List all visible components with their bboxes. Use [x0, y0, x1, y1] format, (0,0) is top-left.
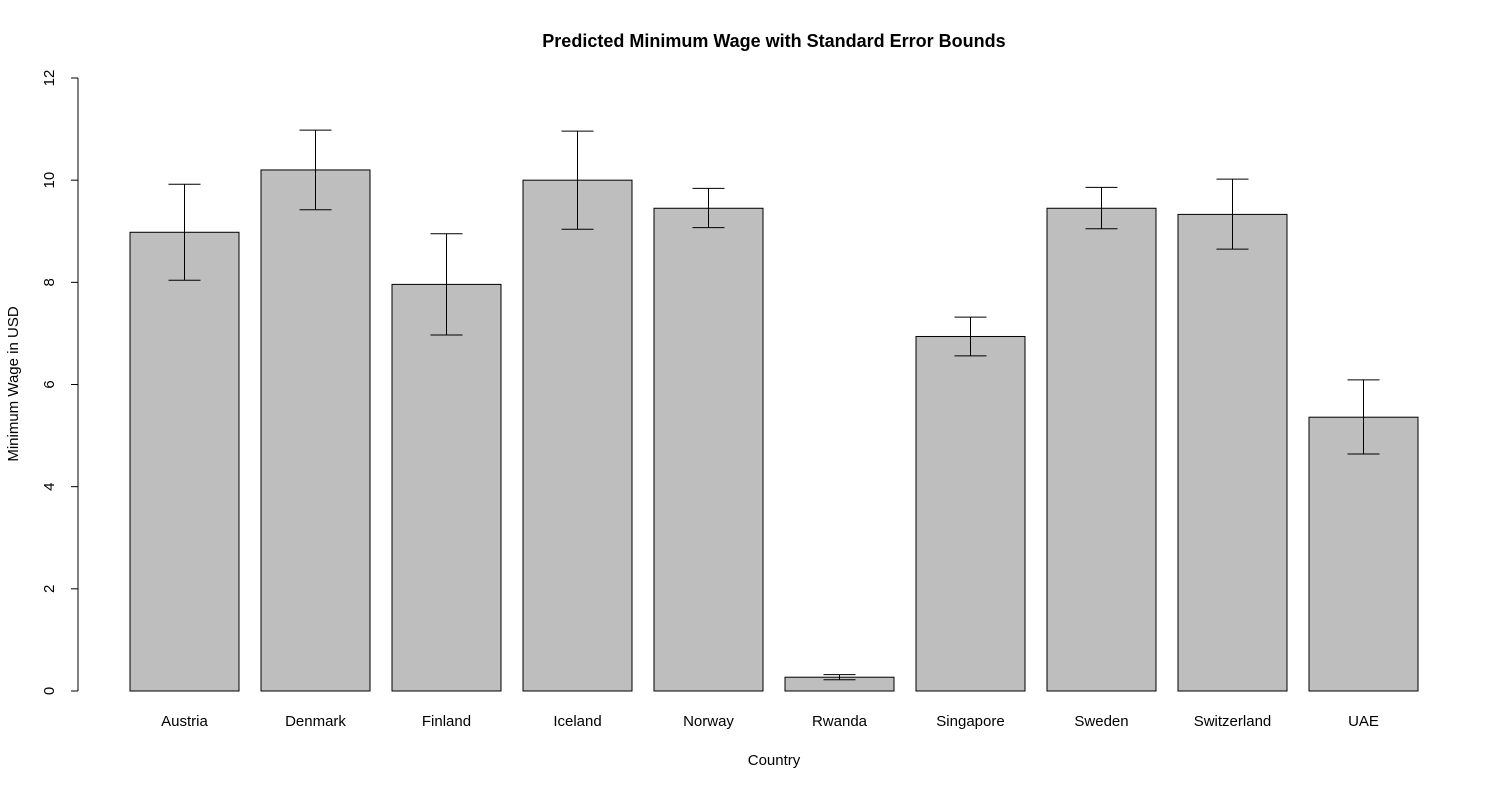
- y-tick-label: 2: [41, 585, 58, 593]
- x-tick-label: Singapore: [936, 713, 1004, 730]
- x-axis-label: Country: [748, 752, 801, 769]
- bar-iceland: [522, 179, 633, 692]
- bar-sweden: [1046, 207, 1157, 692]
- x-tick-label: Finland: [422, 713, 471, 730]
- error-bar-sweden: [1085, 186, 1118, 230]
- x-tick-label: Austria: [161, 713, 208, 730]
- y-axis-label: Minimum Wage in USD: [5, 306, 22, 461]
- y-axis: 0 2 4 6 8 10 12: [41, 70, 79, 695]
- x-tick-label: Denmark: [285, 713, 346, 730]
- bars: [129, 169, 1419, 692]
- bar-denmark: [260, 169, 371, 692]
- bar-finland: [391, 283, 502, 692]
- y-tick-label: 12: [41, 70, 58, 87]
- error-bar-austria: [168, 183, 201, 281]
- x-tick-label: Switzerland: [1194, 713, 1272, 730]
- chart-title: Predicted Minimum Wage with Standard Err…: [542, 31, 1005, 51]
- y-tick-label: 8: [41, 278, 58, 286]
- bar-singapore: [915, 335, 1026, 692]
- bar-norway: [653, 207, 764, 692]
- error-bar-uae: [1347, 379, 1380, 455]
- x-tick-label: Sweden: [1074, 713, 1128, 730]
- error-bar-singapore: [954, 316, 987, 357]
- error-bar-finland: [430, 233, 463, 336]
- x-tick-labels: Austria Denmark Finland Iceland Norway Rwanda…: [161, 713, 1379, 730]
- y-tick-label: 10: [41, 172, 58, 189]
- y-tick-label: 4: [41, 482, 58, 490]
- x-tick-label: Iceland: [553, 713, 601, 730]
- error-bar-switzerland: [1216, 178, 1249, 250]
- x-tick-label: UAE: [1348, 713, 1379, 730]
- x-tick-label: Norway: [683, 713, 734, 730]
- error-bar-iceland: [561, 130, 594, 230]
- y-tick-label: 0: [41, 687, 58, 695]
- x-tick-label: Rwanda: [812, 713, 868, 730]
- error-bar-norway: [692, 187, 725, 229]
- bar-uae: [1308, 416, 1419, 692]
- error-bars: [168, 129, 1380, 681]
- y-tick-label: 6: [41, 380, 58, 388]
- bar-switzerland: [1177, 213, 1288, 692]
- bar-austria: [129, 231, 240, 692]
- error-bar-denmark: [299, 129, 332, 211]
- error-bar-rwanda: [823, 674, 856, 681]
